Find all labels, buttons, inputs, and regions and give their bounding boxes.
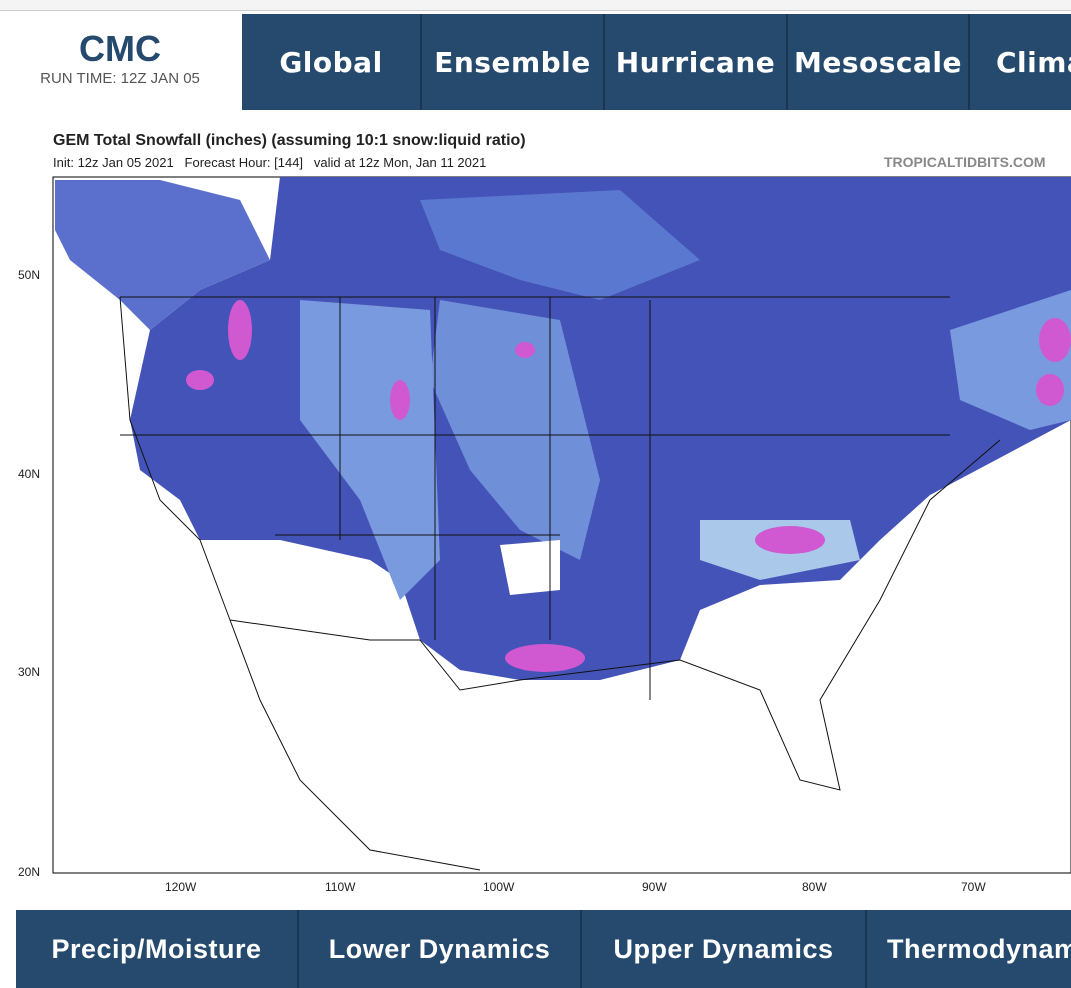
snow-area — [55, 180, 270, 330]
lon-label: 70W — [961, 880, 986, 894]
map-credit: TROPICALTIDBITS.COM — [884, 154, 1046, 170]
logo-text: CMC — [79, 28, 161, 69]
map — [52, 176, 1071, 874]
category-tab[interactable]: Thermodynamics — [867, 910, 1071, 988]
category-tab[interactable]: Precip/Moisture — [16, 910, 299, 988]
snow-heavy — [186, 300, 1071, 672]
borders — [119, 296, 1001, 871]
nav-tab[interactable]: Hurricane — [605, 14, 788, 110]
lon-label: 100W — [483, 880, 515, 894]
snow-free — [500, 540, 560, 595]
lon-label: 90W — [642, 880, 667, 894]
lon-label: 110W — [325, 880, 356, 894]
top-nav: GlobalEnsembleHurricaneMesoscaleClimate — [242, 14, 1071, 110]
bottom-nav: Precip/Moisture Lower Dynamics Upper Dynam… — [16, 910, 1071, 988]
nav-tab[interactable]: Ensemble — [422, 14, 605, 110]
snow-light — [300, 300, 440, 600]
map-title: GEM Total Snowfall (inches) (assuming 10… — [53, 132, 526, 149]
nav-tab[interactable]: Mesoscale — [788, 14, 970, 110]
logo[interactable]: CMC RUN TIME: 12Z JAN 05 — [0, 14, 240, 110]
lat-label: 20N — [18, 865, 41, 879]
snow-light — [430, 300, 600, 560]
lon-label: 120W — [165, 880, 197, 894]
top-strip — [0, 0, 1071, 11]
snow-light — [420, 190, 700, 300]
run-time: RUN TIME: 12Z JAN 05 — [40, 70, 200, 87]
nav-tab[interactable]: Climate — [970, 14, 1071, 110]
category-tab[interactable]: Upper Dynamics — [582, 910, 867, 988]
lon-label: 80W — [802, 880, 827, 894]
lat-label: 50N — [18, 268, 41, 282]
nav-tab[interactable]: Global — [242, 14, 422, 110]
category-tab[interactable]: Lower Dynamics — [299, 910, 582, 988]
lat-label: 30N — [18, 665, 41, 679]
lat-label: 40N — [18, 467, 41, 481]
map-subtitle: Init: 12z Jan 05 2021 Forecast Hour: [14… — [53, 155, 487, 170]
